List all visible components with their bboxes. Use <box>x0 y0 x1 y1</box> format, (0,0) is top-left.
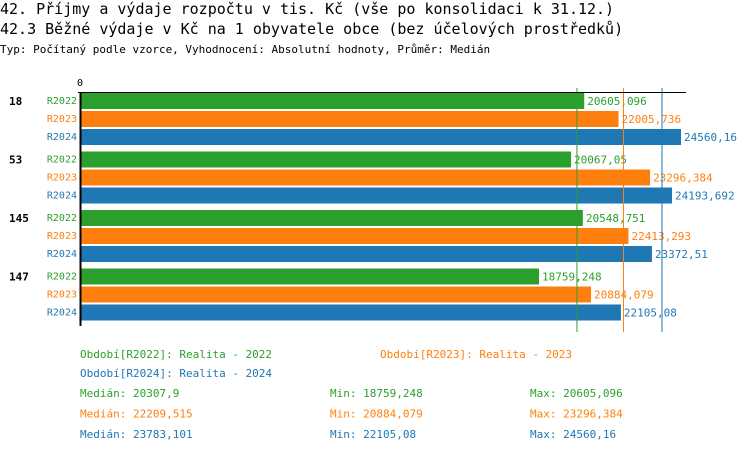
bar-value-label: 20605,096 <box>587 95 647 108</box>
series-row-label: R2024 <box>47 191 77 202</box>
category-label: 53 <box>9 154 22 167</box>
series-row-label: R2022 <box>47 155 77 166</box>
stat-min: Min: 22105,08 <box>330 428 416 441</box>
bar <box>80 93 585 109</box>
series-row-label: R2023 <box>47 114 77 125</box>
chart-subtitle: 42.3 Běžné výdaje v Kč na 1 obyvatele ob… <box>0 20 624 38</box>
bar-value-label: 22005,736 <box>621 113 681 126</box>
category-label: 147 <box>9 271 29 284</box>
legend-item: Období[R2022]: Realita - 2022 <box>80 348 272 361</box>
chart-description: Typ: Počítaný podle vzorce, Vyhodnocení:… <box>0 43 491 56</box>
stat-max: Max: 24560,16 <box>530 428 616 441</box>
bar-value-label: 24560,16 <box>684 131 737 144</box>
bar-value-label: 24193,692 <box>675 190 735 203</box>
series-row-label: R2022 <box>47 213 77 224</box>
stat-min: Min: 20884,079 <box>330 408 423 421</box>
bar <box>80 246 652 262</box>
bar <box>80 129 681 145</box>
bar-value-label: 23372,51 <box>655 248 708 261</box>
stat-median: Medián: 20307,9 <box>80 387 179 400</box>
legend-item: Období[R2023]: Realita - 2023 <box>380 348 572 361</box>
bar <box>80 228 629 244</box>
stat-min: Min: 18759,248 <box>330 387 423 400</box>
bar <box>80 268 540 285</box>
series-row-label: R2024 <box>47 249 77 260</box>
bar <box>80 111 619 127</box>
series-row-label: R2024 <box>47 132 77 143</box>
bar-value-label: 23296,384 <box>653 172 713 185</box>
axis-zero-label: 0 <box>77 78 83 89</box>
bar <box>80 210 583 226</box>
series-row-label: R2023 <box>47 231 77 242</box>
bar-value-label: 22105,08 <box>624 307 677 320</box>
stat-max: Max: 23296,384 <box>530 408 623 421</box>
series-row-label: R2022 <box>47 96 77 107</box>
bar <box>80 187 673 204</box>
stat-median: Medián: 22209,515 <box>80 408 193 421</box>
category-label: 145 <box>9 212 29 225</box>
bar <box>80 151 572 168</box>
chart-title: 42. Příjmy a výdaje rozpočtu v tis. Kč (… <box>0 0 615 18</box>
stat-max: Max: 20605,096 <box>530 387 623 400</box>
bar-value-label: 18759,248 <box>542 271 602 284</box>
bar-value-label: 22413,293 <box>631 230 691 243</box>
bar <box>80 169 651 186</box>
bar-value-label: 20067,05 <box>574 154 627 167</box>
series-row-label: R2023 <box>47 290 77 301</box>
series-row-label: R2022 <box>47 272 77 283</box>
series-row-label: R2024 <box>47 308 77 319</box>
legend-item: Období[R2024]: Realita - 2024 <box>80 367 272 380</box>
bar <box>80 304 621 321</box>
bar-value-label: 20548,751 <box>586 212 646 225</box>
bar <box>80 286 592 303</box>
series-row-label: R2023 <box>47 173 77 184</box>
category-label: 18 <box>9 95 22 108</box>
stat-median: Medián: 23783,101 <box>80 428 193 441</box>
